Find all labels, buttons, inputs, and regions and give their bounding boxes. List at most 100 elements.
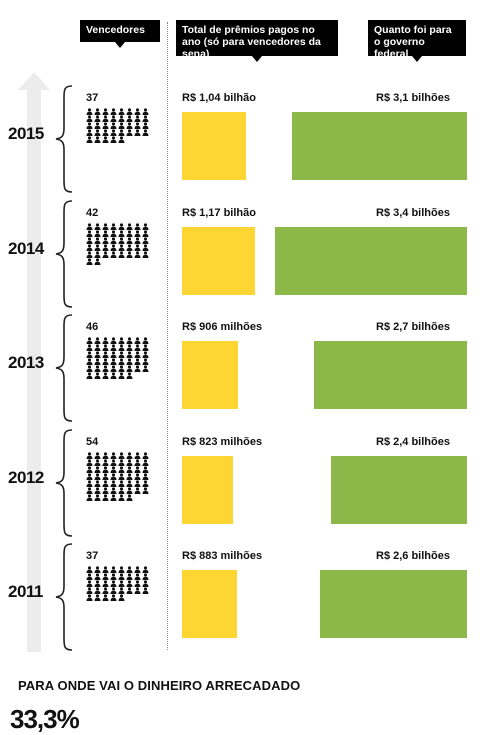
person-icon	[110, 566, 117, 573]
person-icon	[134, 458, 141, 466]
person-icon	[102, 580, 109, 587]
person-icon	[126, 115, 133, 122]
person-icon	[102, 465, 109, 473]
person-icon	[118, 365, 125, 372]
person-icon	[102, 250, 109, 258]
header-pointer	[252, 56, 262, 62]
government-value-label: R$ 3,1 bilhões	[376, 92, 450, 104]
person-icon	[102, 587, 109, 594]
curly-brace-icon	[55, 85, 73, 193]
year-label: 2012	[8, 467, 44, 487]
column-divider	[167, 22, 168, 650]
person-icon	[134, 229, 141, 237]
person-icon	[126, 122, 133, 129]
person-icon	[86, 372, 93, 379]
person-icon	[134, 587, 141, 594]
person-icon	[94, 365, 101, 372]
person-icon	[134, 451, 141, 459]
person-icon	[126, 108, 133, 115]
person-icon	[134, 573, 141, 580]
person-icon	[110, 236, 117, 244]
person-icon	[126, 451, 133, 459]
person-icon	[142, 122, 149, 129]
person-icon	[110, 458, 117, 466]
person-icon	[94, 129, 101, 136]
person-icon	[126, 222, 133, 230]
person-icon	[118, 587, 125, 594]
person-icon	[118, 222, 125, 230]
person-icon	[102, 351, 109, 358]
person-icon	[126, 229, 133, 237]
person-icon	[118, 122, 125, 129]
person-icon	[142, 108, 149, 115]
winners-count: 42	[86, 206, 99, 219]
person-icon	[86, 229, 93, 237]
person-icon	[94, 122, 101, 129]
person-icon	[94, 257, 101, 265]
person-icon	[118, 486, 125, 494]
person-icon	[126, 493, 133, 501]
person-icon	[110, 573, 117, 580]
section-title: PARA ONDE VAI O DINHEIRO ARRECADADO	[18, 678, 301, 693]
person-icon	[134, 580, 141, 587]
prize-bar	[182, 570, 237, 638]
person-icon	[102, 344, 109, 351]
person-icon	[94, 580, 101, 587]
person-icon	[110, 351, 117, 358]
person-icon	[118, 108, 125, 115]
person-icon	[110, 129, 117, 136]
person-icon	[126, 337, 133, 344]
person-icon	[86, 594, 93, 601]
person-icon	[142, 587, 149, 594]
person-icon	[110, 122, 117, 129]
person-icon	[86, 479, 93, 487]
person-icon	[94, 486, 101, 494]
person-icon	[142, 337, 149, 344]
person-icon	[118, 573, 125, 580]
person-icon	[110, 486, 117, 494]
person-icon	[94, 358, 101, 365]
person-icon	[142, 451, 149, 459]
person-icon	[102, 479, 109, 487]
government-bar	[320, 570, 467, 638]
person-icon	[142, 365, 149, 372]
person-icon	[142, 458, 149, 466]
person-icon	[110, 365, 117, 372]
year-row: 2013 46 R$ 906 milhões R$ 2,7 bilhões	[0, 313, 480, 425]
person-icon	[134, 250, 141, 258]
person-icon	[134, 243, 141, 251]
winners-pictogram	[86, 451, 150, 501]
person-icon	[102, 115, 109, 122]
person-icon	[142, 115, 149, 122]
person-icon	[134, 236, 141, 244]
person-icon	[118, 236, 125, 244]
person-icon	[134, 108, 141, 115]
person-icon	[94, 458, 101, 466]
person-icon	[118, 493, 125, 501]
person-icon	[126, 358, 133, 365]
person-icon	[94, 115, 101, 122]
person-icon	[110, 229, 117, 237]
person-icon	[126, 250, 133, 258]
person-icon	[110, 587, 117, 594]
person-icon	[134, 358, 141, 365]
person-icon	[86, 115, 93, 122]
person-icon	[126, 129, 133, 136]
person-icon	[102, 229, 109, 237]
person-icon	[134, 129, 141, 136]
person-icon	[86, 587, 93, 594]
person-icon	[110, 115, 117, 122]
person-icon	[134, 115, 141, 122]
government-value-label: R$ 2,4 bilhões	[376, 435, 450, 448]
person-icon	[110, 472, 117, 480]
year-row: 2015 37 R$ 1,04 bilhão R$ 3,1 bilhões	[0, 84, 480, 196]
person-icon	[118, 458, 125, 466]
person-icon	[94, 594, 101, 601]
person-icon	[110, 250, 117, 258]
person-icon	[94, 566, 101, 573]
person-icon	[126, 458, 133, 466]
person-icon	[86, 250, 93, 258]
government-header: Quanto foi para o governo federal	[368, 20, 466, 62]
person-icon	[134, 222, 141, 230]
person-icon	[110, 358, 117, 365]
